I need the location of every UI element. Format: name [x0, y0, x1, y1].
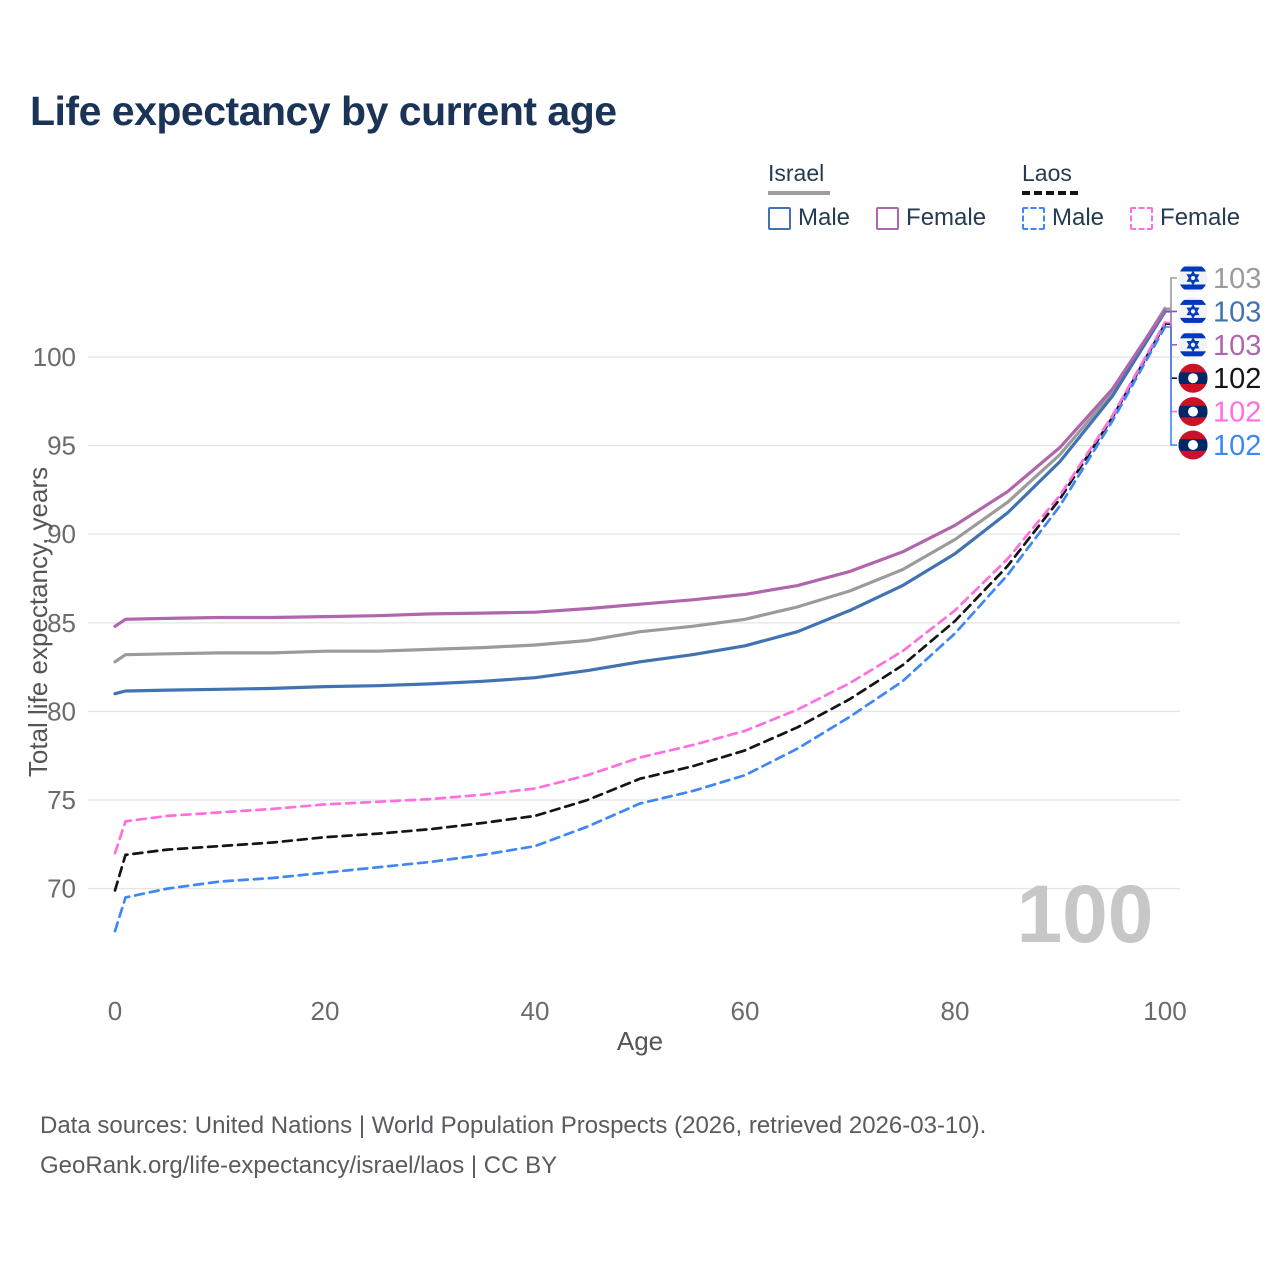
x-tick-100: 100	[1143, 996, 1186, 1026]
legend-country-israel: Israel	[768, 160, 825, 186]
y-axis-title: Total life expectancy, years	[23, 467, 53, 777]
y-tick-95: 95	[47, 431, 76, 461]
page-title: Life expectancy by current age	[30, 88, 617, 134]
series-line-laos-total[interactable]	[113, 322, 1167, 892]
end-value-laos-male: 102	[1213, 430, 1261, 462]
series-line-israel-male[interactable]	[113, 310, 1167, 696]
data-sources-text: Data sources: United Nations | World Pop…	[40, 1112, 987, 1139]
legend-group-israel: Israel Male Female	[768, 160, 986, 232]
laos-male-swatch-icon	[1022, 206, 1045, 230]
flag-israel-icon	[1178, 263, 1208, 293]
series-line-israel-female[interactable]	[113, 308, 1167, 628]
legend-label: Female	[1160, 204, 1241, 231]
legend-label: Male	[1052, 204, 1105, 231]
y-tick-100: 100	[33, 342, 76, 372]
legend-label: Male	[798, 204, 851, 231]
leader-line-laos-male	[1165, 326, 1177, 446]
x-tick-40: 40	[521, 996, 550, 1026]
legend-country-laos: Laos	[1022, 160, 1072, 186]
leader-line-israel-total	[1165, 277, 1177, 310]
x-tick-20: 20	[311, 996, 340, 1026]
israel-male-swatch-icon	[768, 206, 791, 230]
legend-group-laos: Laos Male Female	[1022, 160, 1240, 232]
flag-laos-icon	[1178, 430, 1208, 460]
legend-label: Female	[906, 204, 987, 231]
x-tick-60: 60	[731, 996, 760, 1026]
series-line-laos-female[interactable]	[113, 321, 1167, 855]
y-tick-90: 90	[47, 519, 76, 549]
flag-laos-icon	[1178, 363, 1208, 393]
legend-item-laos-male[interactable]: Male	[1022, 204, 1104, 232]
legend-item-laos-female[interactable]: Female	[1130, 204, 1240, 232]
israel-female-swatch-icon	[876, 206, 900, 230]
y-tick-80: 80	[47, 696, 76, 726]
series-line-laos-male[interactable]	[113, 325, 1167, 933]
y-tick-85: 85	[47, 608, 76, 638]
georank-url-text[interactable]: GeoRank.org/life-expectancy/israel/laos …	[40, 1152, 558, 1179]
x-axis-title: Age	[617, 1026, 663, 1056]
age-watermark: 100	[1017, 869, 1154, 960]
legend-item-israel-male[interactable]: Male	[768, 204, 850, 232]
y-tick-75: 75	[47, 785, 76, 815]
flag-israel-icon	[1178, 330, 1208, 360]
end-value-laos-female: 102	[1213, 397, 1261, 429]
x-tick-0: 0	[108, 996, 122, 1026]
series-line-israel-total[interactable]	[113, 306, 1167, 664]
flag-israel-icon	[1178, 296, 1208, 326]
flag-laos-icon	[1178, 397, 1208, 427]
footer: Data sources: United Nations | World Pop…	[40, 1106, 986, 1186]
end-value-israel-female: 103	[1213, 330, 1261, 362]
legend-rule-israel	[768, 191, 830, 195]
end-value-israel-male: 103	[1213, 296, 1261, 328]
legend-rule-laos	[1022, 191, 1078, 195]
end-value-laos-total: 102	[1213, 363, 1261, 395]
y-tick-70: 70	[47, 874, 76, 904]
x-tick-80: 80	[941, 996, 970, 1026]
end-value-israel-total: 103	[1213, 263, 1261, 295]
legend-item-israel-female[interactable]: Female	[876, 204, 986, 232]
laos-female-swatch-icon	[1130, 206, 1154, 230]
